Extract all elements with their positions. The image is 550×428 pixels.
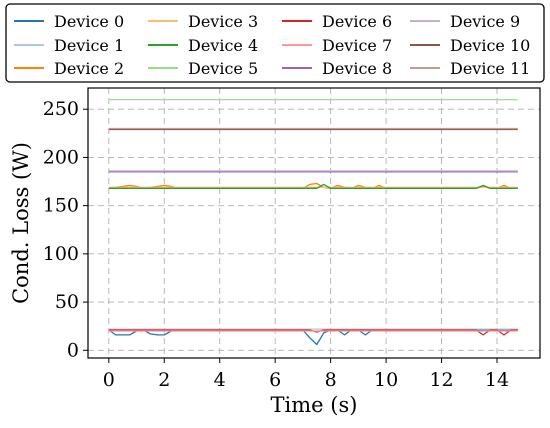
x-tick-label: 6 bbox=[269, 369, 281, 391]
y-tick-label: 250 bbox=[43, 98, 79, 120]
legend-label-device-10: Device 10 bbox=[450, 36, 530, 55]
plot-frame bbox=[87, 87, 541, 359]
legend-label-device-6: Device 6 bbox=[322, 12, 392, 31]
legend-label-device-7: Device 7 bbox=[322, 36, 392, 55]
x-tick-label: 2 bbox=[158, 369, 170, 391]
legend-label-device-4: Device 4 bbox=[188, 36, 258, 55]
x-tick-label: 12 bbox=[429, 369, 453, 391]
y-tick-label: 100 bbox=[43, 243, 79, 265]
y-axis: 0 50 100 150 200 250 bbox=[43, 98, 88, 361]
legend-label-device-0: Device 0 bbox=[54, 12, 124, 31]
x-tick-label: 14 bbox=[485, 369, 509, 391]
series-line-device-4 bbox=[108, 183, 518, 189]
y-tick-label: 50 bbox=[55, 291, 79, 313]
legend-label-device-3: Device 3 bbox=[188, 12, 258, 31]
legend-label-device-5: Device 5 bbox=[188, 59, 258, 78]
x-tick-label: 4 bbox=[214, 369, 226, 391]
legend-label-device-11: Device 11 bbox=[450, 59, 530, 78]
legend-label-device-2: Device 2 bbox=[54, 59, 124, 78]
series-layer bbox=[108, 98, 518, 346]
y-tick-label: 200 bbox=[43, 146, 79, 168]
grid bbox=[88, 88, 540, 358]
legend-label-device-8: Device 8 bbox=[322, 59, 392, 78]
y-axis-title: Cond. Loss (W) bbox=[9, 142, 33, 304]
legend-label-device-1: Device 1 bbox=[54, 36, 124, 55]
x-tick-label: 8 bbox=[325, 369, 337, 391]
legend: Device 0 Device 1 Device 2 Device 3 Device 4… bbox=[5, 3, 545, 83]
legend-frame bbox=[5, 3, 545, 83]
x-axis-title: Time (s) bbox=[271, 393, 358, 417]
y-tick-label: 150 bbox=[43, 195, 79, 217]
x-tick-label: 0 bbox=[103, 369, 115, 391]
x-axis: 0 2 4 6 8 10 12 14 bbox=[103, 358, 509, 391]
y-tick-label: 0 bbox=[67, 339, 79, 361]
x-tick-label: 10 bbox=[374, 369, 398, 391]
legend-label-device-9: Device 9 bbox=[450, 12, 520, 31]
